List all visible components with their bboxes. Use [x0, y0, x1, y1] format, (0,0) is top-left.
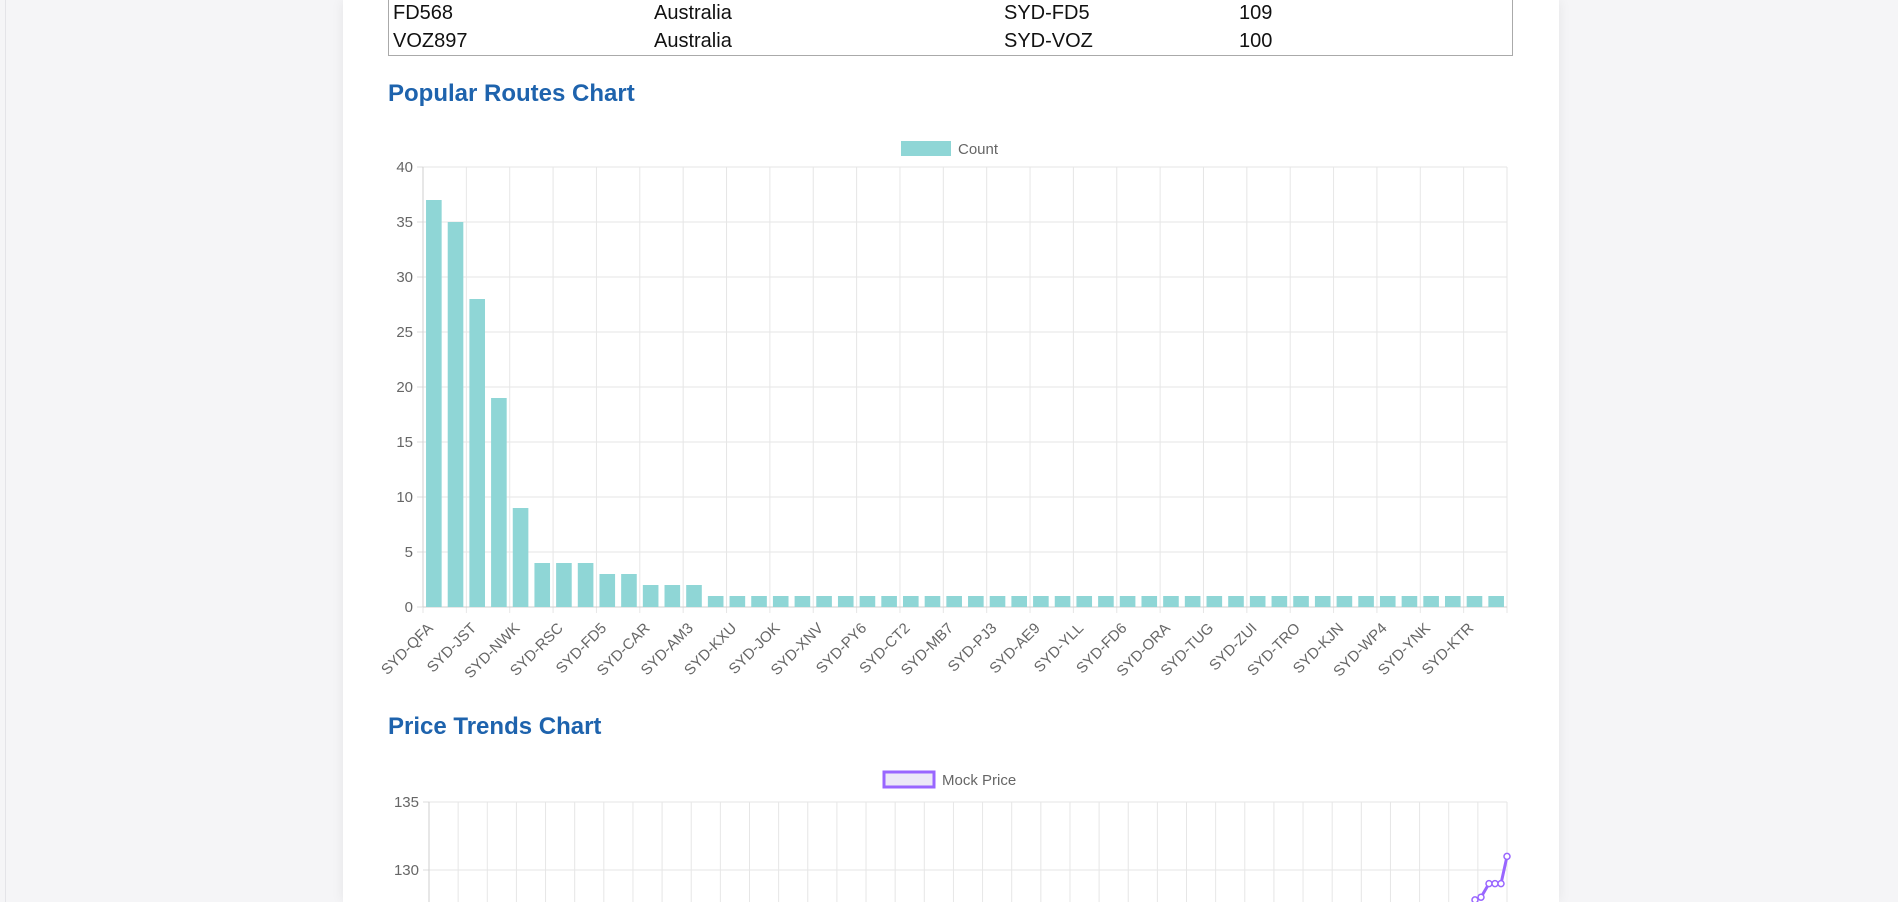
price-line [1474, 856, 1509, 902]
bar [1098, 596, 1114, 607]
bar [1076, 596, 1093, 607]
bar [1054, 596, 1071, 607]
y-tick-label: 25 [396, 324, 413, 341]
bar [1423, 596, 1439, 607]
bar [447, 222, 464, 607]
bar [1011, 596, 1028, 607]
bar [1228, 596, 1244, 607]
table-cell: Australia [654, 30, 732, 52]
y-tick-label: 130 [394, 862, 419, 879]
bar [1379, 596, 1396, 607]
bar [1444, 596, 1461, 607]
bar [859, 596, 876, 607]
bar [729, 596, 746, 607]
legend-swatch [901, 141, 951, 156]
bar [968, 596, 984, 607]
table-cell: Australia [654, 2, 732, 24]
page-left-border [5, 0, 6, 902]
bar [989, 596, 1006, 607]
bar [599, 574, 616, 607]
bar [1206, 596, 1223, 607]
bar [491, 398, 507, 607]
bar [881, 596, 897, 607]
table-cell: SYD-VOZ [1004, 30, 1093, 52]
price-point [1477, 893, 1485, 901]
bar [837, 596, 854, 607]
table-cell: 100 [1239, 30, 1273, 52]
bar [512, 508, 529, 607]
price-point [1497, 879, 1505, 888]
bar [1249, 596, 1266, 607]
table-cell: SYD-FD5 [1004, 2, 1090, 24]
bar [556, 563, 572, 607]
bar [1488, 596, 1504, 607]
bar [707, 596, 724, 607]
price-point [1503, 852, 1511, 861]
bar [577, 563, 594, 607]
bar [1336, 596, 1353, 607]
flights-table: FD568 Australia SYD-FD5 109 VOZ897 Austr… [388, 0, 1513, 56]
bar [1141, 596, 1158, 607]
bar [794, 596, 811, 607]
bar [1401, 596, 1418, 607]
bar [642, 585, 659, 607]
table-cell: 109 [1239, 2, 1273, 24]
price-point [1471, 896, 1479, 902]
price-point [1491, 879, 1499, 888]
bar [1293, 596, 1309, 607]
y-tick-label: 15 [396, 434, 413, 451]
price-point [1485, 879, 1493, 888]
bar [426, 200, 442, 607]
bar [816, 596, 832, 607]
bar [924, 596, 941, 607]
legend-label: Mock Price [942, 772, 1016, 789]
y-tick-label: 135 [394, 794, 419, 811]
bar [534, 563, 551, 607]
routes-chart-title: Popular Routes Chart [388, 80, 635, 107]
bar [1184, 596, 1201, 607]
table-cell: FD568 [393, 2, 454, 24]
table-row: FD568 Australia SYD-FD5 109 [389, 0, 1512, 28]
bar [1119, 596, 1136, 607]
price-trends-chart: 130 135 Mock Price [394, 770, 1511, 902]
prices-chart-title: Price Trends Chart [388, 713, 602, 740]
bar [1314, 596, 1331, 607]
y-tick-label: 35 [396, 214, 413, 231]
popular-routes-chart: 0510152025303540SYD-QFASYD-JSTSYD-NWKSYD… [378, 141, 1508, 682]
bar [469, 299, 486, 607]
bar [1271, 596, 1288, 607]
y-tick-label: 30 [396, 269, 413, 286]
bar [772, 596, 789, 607]
bar [686, 585, 702, 607]
x-tick-label: SYD-QFA [378, 620, 437, 679]
bar [1163, 596, 1179, 607]
bar [621, 574, 637, 607]
bar [1358, 596, 1374, 607]
table-cell: VOZ897 [393, 30, 468, 52]
y-tick-label: 10 [396, 489, 413, 506]
bar [1466, 596, 1483, 607]
y-tick-label: 20 [396, 379, 413, 396]
bar [946, 596, 962, 607]
legend-swatch [882, 770, 936, 789]
bar [1033, 596, 1049, 607]
bar [664, 585, 681, 607]
legend-label: Count [958, 141, 999, 158]
bar [751, 596, 767, 607]
y-tick-label: 40 [396, 159, 413, 176]
bar [902, 596, 919, 607]
table-row: VOZ897 Australia SYD-VOZ 100 [389, 28, 1512, 56]
y-tick-label: 5 [405, 544, 413, 561]
y-tick-label: 0 [405, 599, 413, 616]
